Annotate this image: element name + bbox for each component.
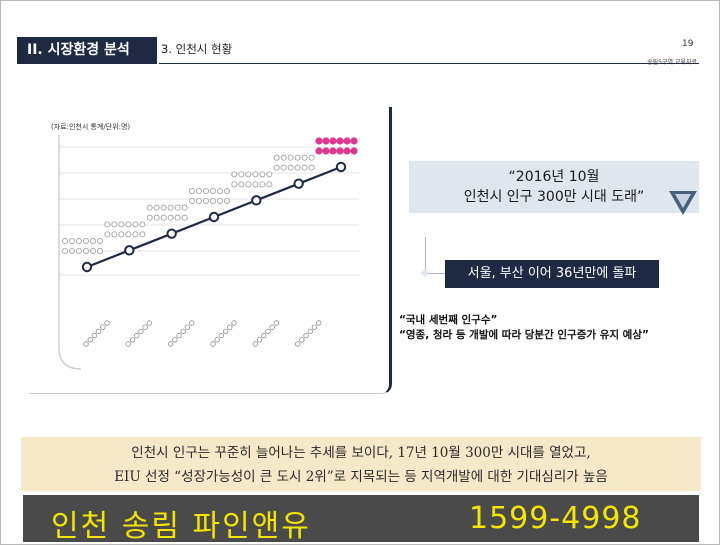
headline-line-1: “2016년 10월	[508, 169, 600, 185]
headline-quote-box: “2016년 10월 인천시 인구 300만 시대 도래”	[409, 161, 699, 213]
quotes-block: “국내 세번째 인구수” “영종, 청라 등 개발에 따라 당분간 인구증가 유…	[399, 313, 649, 343]
quote-line-1: “국내 세번째 인구수”	[399, 314, 498, 326]
chart-point	[208, 211, 220, 223]
footer-project-name: 인천 송림 파인앤유	[51, 509, 311, 544]
chart-frame-line	[58, 135, 82, 370]
header-rule	[159, 63, 699, 64]
chart-x-tick-label	[83, 320, 110, 347]
chart-point	[293, 178, 304, 189]
summary-line-1: 인천시 인구는 꾸준히 늘어나는 추세를 보이다, 17년 10월 300만 시…	[131, 445, 591, 461]
chart-value-label-highlight	[315, 137, 358, 155]
connector-line	[425, 237, 426, 273]
chart-point	[251, 195, 262, 206]
brand-note: 송림5구역 교육자료	[647, 59, 697, 66]
chart-value-label	[188, 188, 230, 205]
headline-line-2: 인천시 인구 300만 시대 도래”	[463, 189, 645, 205]
footer-phone[interactable]: 1599-4998	[469, 501, 642, 536]
chart-x-tick-label	[294, 320, 322, 347]
footer-bar: 인천 송림 파인앤유 1599-4998	[23, 495, 699, 544]
section-tab: II. 시장환경 분석	[17, 37, 157, 64]
chart-value-label	[231, 171, 273, 188]
chart-value-label	[273, 154, 315, 171]
connector-line	[425, 273, 445, 274]
chart-value-label	[62, 237, 104, 254]
connector-diamond-icon	[420, 268, 430, 278]
quote-line-2: “영종, 청라 등 개발에 따라 당분간 인구증가 유지 예상”	[399, 329, 649, 341]
chart-value-label	[146, 204, 188, 221]
chart-point	[124, 245, 135, 256]
chart-x-tick-label	[125, 320, 153, 347]
chart-source-note: (자료:인천시 통계/단위:명)	[51, 122, 130, 131]
page-number: 19	[682, 39, 694, 49]
chevron-down-icon-inner	[675, 194, 691, 208]
chart-x-tick-label	[167, 320, 195, 347]
chart-x-tick-label	[210, 320, 237, 347]
milestone-banner: 서울, 부산 이어 36년만에 돌파	[445, 260, 659, 288]
chart-x-tick-label	[252, 320, 280, 347]
chart-value-label	[104, 221, 146, 238]
population-chart-card: (자료:인천시 통계/단위:명)	[29, 107, 392, 394]
summary-box: 인천시 인구는 꾸준히 늘어나는 추세를 보이다, 17년 10월 300만 시…	[21, 437, 701, 491]
summary-line-2: EIU 선정 “성장가능성이 큰 도시 2위”로 지목되는 등 지역개발에 대한…	[114, 469, 608, 485]
chart-point-highlight	[335, 161, 347, 173]
chart-point	[81, 261, 93, 273]
chart-point	[166, 228, 177, 239]
section-subtitle: 3. 인천시 현황	[161, 42, 233, 56]
population-chart: (자료:인천시 통계/단위:명)	[51, 122, 359, 370]
